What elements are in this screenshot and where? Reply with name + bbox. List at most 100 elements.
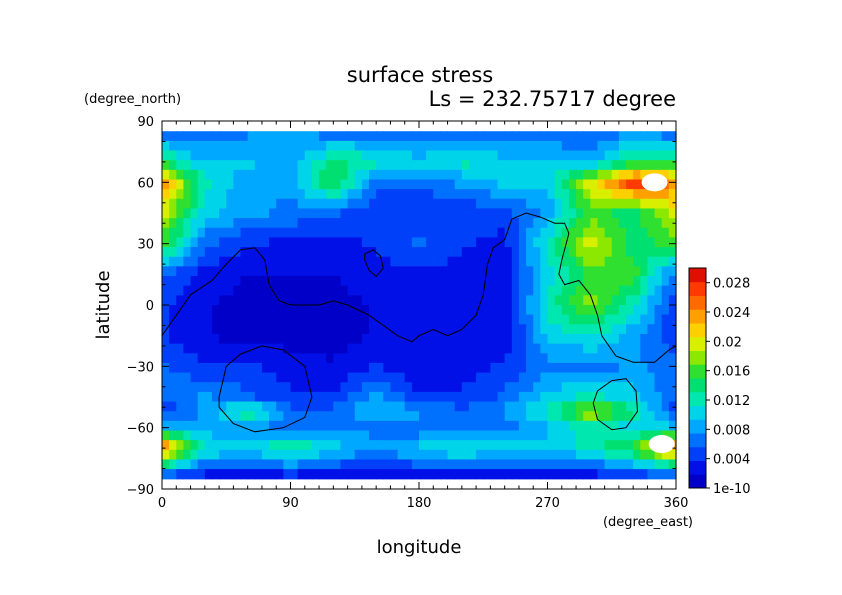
heatmap-cell	[668, 227, 677, 239]
heatmap-cell	[468, 469, 477, 480]
heatmap-cell	[561, 198, 570, 210]
heatmap-cell	[197, 324, 206, 335]
heatmap-cell	[261, 401, 270, 412]
heatmap-cell	[297, 218, 306, 229]
heatmap-cell	[561, 305, 570, 316]
heatmap-cell	[190, 179, 199, 190]
heatmap-cell	[383, 198, 392, 210]
heatmap-cell	[247, 430, 256, 441]
heatmap-cell	[561, 401, 570, 412]
heatmap-cell	[590, 189, 599, 200]
heatmap-cell	[369, 469, 377, 480]
heatmap-cell	[276, 469, 284, 480]
heatmap-cell	[297, 150, 306, 161]
colorbar-segment	[689, 474, 706, 489]
heatmap-cell	[497, 276, 506, 287]
heatmap-cell	[383, 227, 392, 239]
heatmap-cell	[518, 179, 527, 190]
heatmap-cell	[254, 189, 263, 200]
heatmap-cell	[633, 179, 641, 190]
heatmap-cell	[626, 227, 634, 239]
heatmap-cell	[554, 131, 563, 142]
heatmap-cell	[511, 411, 520, 422]
heatmap-cell	[568, 411, 577, 422]
heatmap-cell	[590, 198, 599, 210]
heatmap-cell	[297, 382, 306, 393]
heatmap-cell	[297, 198, 306, 210]
heatmap-cell	[419, 314, 427, 325]
heatmap-cell	[447, 324, 456, 335]
heatmap-cell	[204, 314, 213, 325]
heatmap-cell	[568, 169, 577, 181]
heatmap-cell	[618, 295, 627, 306]
heatmap-cell	[276, 372, 284, 383]
heatmap-cell	[347, 420, 356, 432]
heatmap-cell	[604, 420, 613, 432]
heatmap-cell	[176, 140, 185, 152]
heatmap-cell	[354, 469, 363, 480]
heatmap-cell	[247, 266, 256, 277]
colorbar-tick-label: 0.02	[713, 335, 742, 350]
heatmap-cell	[547, 218, 556, 229]
heatmap-cell	[611, 276, 620, 287]
heatmap-cell	[283, 218, 292, 229]
heatmap-cell	[261, 420, 270, 432]
heatmap-cell	[176, 420, 185, 432]
heatmap-cell	[468, 401, 477, 412]
heatmap-cell	[597, 160, 606, 171]
heatmap-cell	[162, 391, 170, 403]
heatmap-cell	[668, 169, 677, 181]
heatmap-cell	[404, 324, 413, 335]
heatmap-cell	[504, 295, 513, 306]
heatmap-cell	[204, 469, 213, 480]
heatmap-cell	[269, 401, 277, 412]
heatmap-cell	[383, 372, 392, 383]
heatmap-cell	[347, 227, 356, 239]
heatmap-cell	[568, 469, 577, 480]
heatmap-cell	[426, 295, 434, 306]
heatmap-cell	[668, 391, 677, 403]
heatmap-cell	[233, 150, 242, 161]
heatmap-cell	[340, 305, 349, 316]
heatmap-cell	[661, 198, 670, 210]
heatmap-cell	[490, 169, 499, 181]
colorbar-segment	[689, 295, 706, 310]
heatmap-cell	[583, 459, 591, 470]
heatmap-cell	[468, 314, 477, 325]
heatmap-cell	[169, 227, 177, 239]
heatmap-cell	[283, 459, 292, 470]
heatmap-cell	[183, 218, 192, 229]
heatmap-cell	[397, 469, 406, 480]
heatmap-cell	[176, 343, 185, 354]
heatmap-cell	[169, 208, 177, 219]
heatmap-cell	[633, 285, 641, 296]
heatmap-cell	[640, 459, 649, 470]
heatmap-cell	[461, 305, 470, 316]
colorbar-segment	[689, 391, 706, 406]
heatmap-cell	[654, 324, 663, 335]
heatmap-cell	[490, 237, 499, 248]
heatmap-cell	[483, 391, 491, 403]
heatmap-cell	[668, 333, 677, 345]
heatmap-cell	[504, 449, 513, 461]
heatmap-cell	[576, 285, 584, 296]
heatmap-cell	[476, 198, 484, 210]
heatmap-cell	[597, 227, 606, 239]
heatmap-cell	[340, 276, 349, 287]
heatmap-cell	[576, 305, 584, 316]
heatmap-cell	[261, 382, 270, 393]
heatmap-cell	[518, 401, 527, 412]
heatmap-cell	[354, 131, 363, 142]
heatmap-cell	[540, 169, 549, 181]
heatmap-cell	[461, 160, 470, 171]
heatmap-cell	[211, 237, 220, 248]
heatmap-cell	[576, 266, 584, 277]
heatmap-cell	[440, 440, 449, 451]
heatmap-cell	[397, 247, 406, 258]
heatmap-cell	[319, 198, 327, 210]
heatmap-cell	[468, 324, 477, 335]
heatmap-cell	[333, 353, 342, 364]
heatmap-cell	[419, 150, 427, 161]
heatmap-cell	[211, 295, 220, 306]
heatmap-cell	[540, 430, 549, 441]
